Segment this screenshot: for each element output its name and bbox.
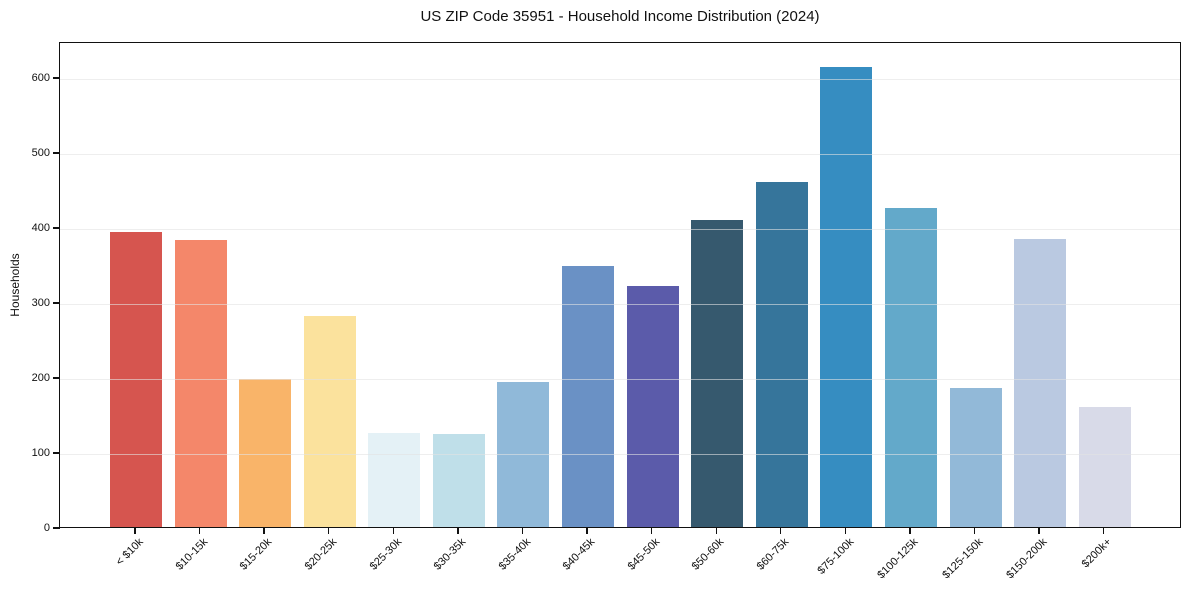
x-tick-label: $150-200k [1004, 536, 1050, 582]
x-tick-label: $75-100k [814, 536, 856, 577]
y-tick-label: 100 [31, 447, 50, 459]
x-tick-label: $20-25k [302, 536, 340, 573]
x-tick-mark [328, 528, 330, 534]
y-tick-mark [53, 77, 60, 79]
y-tick-label: 500 [31, 147, 50, 159]
gridline-y-400 [60, 228, 1180, 230]
plot-area [59, 42, 1181, 528]
bar-$125-150k [949, 388, 1002, 527]
chart-title: US ZIP Code 35951 - Household Income Dis… [420, 8, 820, 25]
bar-$10-15k [174, 239, 227, 527]
x-tick-mark [198, 528, 201, 534]
x-tick-mark [844, 528, 847, 534]
x-tick-label: $125-150k [939, 536, 986, 582]
bar-$100-125k [884, 208, 937, 527]
y-tick-label: 300 [31, 297, 50, 309]
x-tick-label: $10-15k [173, 536, 211, 573]
gridline-y-500 [60, 153, 1180, 155]
y-tick-label: 400 [31, 222, 50, 234]
x-tick-mark [780, 528, 782, 534]
bar-$30-35k [432, 434, 485, 527]
y-tick-label: 0 [43, 522, 50, 534]
x-tick-label: $60-75k [754, 536, 792, 573]
y-tick-mark [53, 527, 60, 529]
x-tick-label: $25-30k [367, 536, 404, 573]
x-tick-label: $35-40k [496, 536, 533, 573]
x-tick-mark [909, 528, 911, 534]
x-tick-label: $30-35k [431, 536, 469, 573]
x-tick-mark [263, 528, 265, 534]
x-tick-mark [1038, 528, 1040, 534]
x-tick-label: $15-20k [238, 536, 275, 573]
y-tick-mark [53, 377, 60, 379]
bar-$45-50k [626, 286, 679, 527]
x-tick-label: $40-45k [560, 536, 598, 573]
bar-$35-40k [497, 382, 550, 527]
bar-$25-30k [368, 432, 421, 527]
x-tick-label: $50-60k [690, 536, 727, 573]
y-tick-mark [53, 152, 60, 154]
x-tick-mark [650, 528, 653, 534]
x-tick-mark [521, 528, 524, 534]
x-tick-mark [715, 528, 717, 534]
x-tick-label: $200k+ [1079, 536, 1115, 571]
gridline-y-600 [60, 78, 1180, 80]
x-tick-mark [1103, 528, 1105, 534]
bar-$150-200k [1014, 239, 1067, 527]
x-tick-mark [457, 528, 459, 534]
bar-$20-25k [303, 315, 356, 527]
x-tick-mark [134, 528, 136, 534]
x-tick-mark [973, 528, 976, 534]
gridline-y-100 [60, 453, 1180, 455]
x-tick-label: $45-50k [625, 536, 663, 573]
gridline-y-200 [60, 378, 1180, 380]
bar-$200k+ [1078, 407, 1131, 527]
bar-$40-45k [562, 266, 615, 527]
y-tick-mark [53, 227, 60, 229]
bar-$60-75k [755, 182, 808, 527]
y-tick-mark [53, 452, 60, 454]
x-tick-label: $100-125k [875, 536, 921, 582]
x-tick-mark [586, 528, 588, 534]
y-tick-label: 600 [31, 72, 50, 84]
y-tick-label: 200 [31, 372, 50, 384]
bar-$50-60k [691, 219, 744, 527]
bar-$15-20k [239, 378, 292, 527]
y-tick-mark [53, 302, 60, 304]
bar-$75-100k [820, 66, 873, 527]
x-tick-label: < $10k [113, 536, 146, 569]
gridline-y-300 [60, 303, 1180, 305]
x-tick-mark [392, 528, 394, 534]
